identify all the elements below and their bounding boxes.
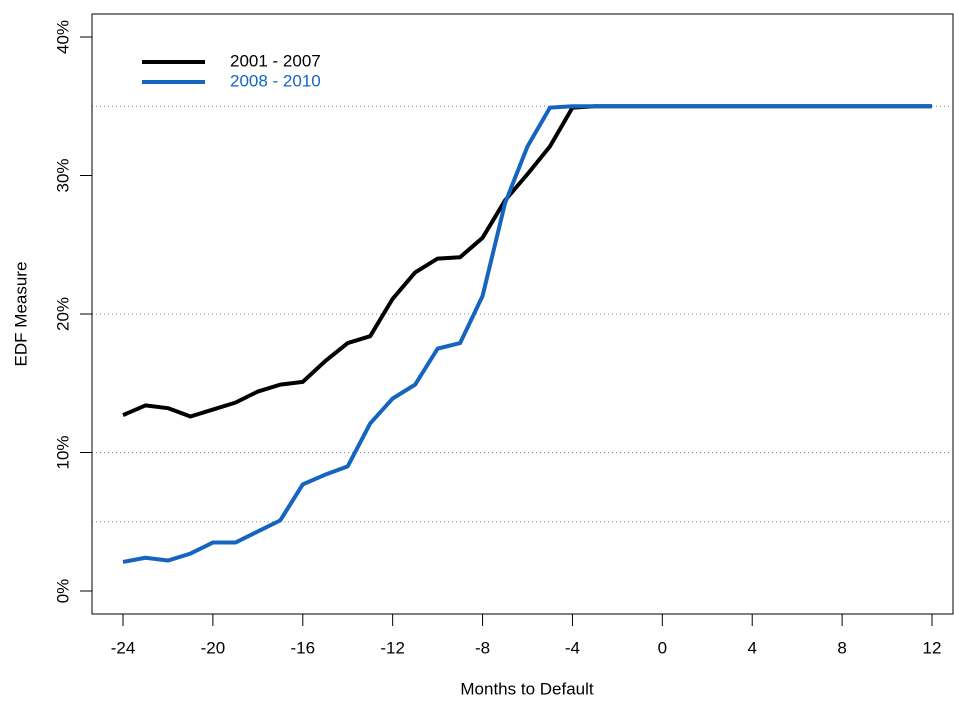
x-tick-label: -16 [290, 638, 315, 657]
x-tick-label: 12 [923, 638, 942, 657]
x-tick-label: -4 [565, 638, 580, 657]
y-tick-label: 10% [53, 435, 72, 469]
legend-label: 2008 - 2010 [230, 71, 321, 90]
y-tick-label: 40% [53, 20, 72, 54]
legend-label: 2001 - 2007 [230, 51, 321, 70]
y-tick-label: 0% [53, 579, 72, 604]
x-tick-label: -12 [380, 638, 405, 657]
x-tick-label: -24 [111, 638, 136, 657]
x-tick-label: -8 [475, 638, 490, 657]
y-tick-label: 20% [53, 297, 72, 331]
x-tick-label: 4 [747, 638, 756, 657]
x-tick-label: -20 [201, 638, 226, 657]
x-tick-label: 8 [837, 638, 846, 657]
data-line [122, 104, 932, 564]
plot-box [91, 13, 954, 615]
y-tick-label: 30% [53, 158, 72, 192]
data-line [122, 104, 932, 419]
y-axis-label: EDF Measure [11, 262, 30, 367]
x-axis-label: Months to Default [460, 679, 594, 698]
x-tick-label: 0 [658, 638, 667, 657]
